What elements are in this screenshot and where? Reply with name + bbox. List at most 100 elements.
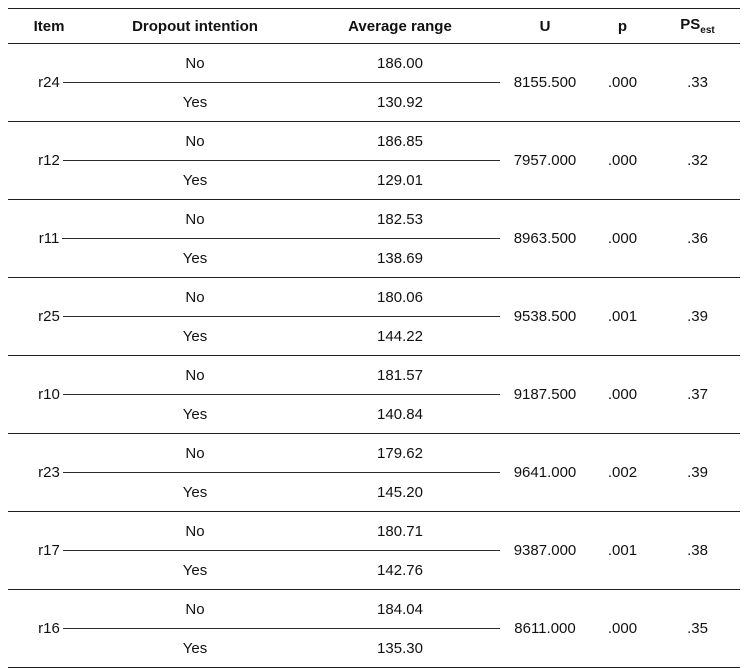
item-wrap: r16 [8, 590, 90, 667]
average-range-no-cell: 180.71 [300, 511, 500, 551]
header-item: Item [8, 8, 90, 44]
results-table: Item Dropout intention Average range U p… [8, 8, 740, 668]
ps-est-value-cell: .39 [655, 433, 740, 512]
u-value-cell: 8963.500 [500, 199, 590, 278]
dropout-yes-cell: Yes [90, 628, 300, 668]
average-range-no-cell: 182.53 [300, 199, 500, 239]
ps-subscript: est [700, 25, 715, 36]
ps-est-value-cell: .35 [655, 589, 740, 668]
average-range-yes-cell: 129.01 [300, 160, 500, 200]
item-label: r16 [38, 620, 60, 637]
item-label: r11 [38, 230, 60, 247]
dropout-no-cell: No [90, 199, 300, 239]
average-range-no-cell: 181.57 [300, 355, 500, 395]
item-cell: r10 [8, 355, 90, 434]
ps-est-value-cell: .38 [655, 511, 740, 590]
header-p: p [590, 8, 655, 44]
dropout-no-cell: No [90, 433, 300, 473]
item-divider-line [62, 160, 90, 161]
dropout-no-cell: No [90, 43, 300, 83]
item-cell: r11 [8, 199, 91, 278]
table-row-no: r11 No 182.53 8963.500 .000 .36 [8, 199, 740, 278]
table-row-yes: Yes 144.22 [8, 316, 740, 356]
table-row-no: r24 No 186.00 8155.500 .000 .33 [8, 43, 740, 122]
p-value-cell: .000 [590, 589, 655, 668]
item-divider-line [62, 472, 90, 473]
u-value-cell: 9641.000 [500, 433, 590, 512]
table-row-no: r16 No 184.04 8611.000 .000 .35 [8, 589, 740, 668]
dropout-no-cell: No [90, 355, 300, 395]
item-cell: r25 [8, 277, 90, 356]
table-row-yes: Yes 142.76 [8, 550, 740, 590]
table-row-yes: Yes 140.84 [8, 394, 740, 434]
item-label: r24 [38, 74, 60, 91]
dropout-yes-cell: Yes [90, 394, 300, 434]
average-range-no-cell: 186.00 [300, 43, 500, 83]
item-label: r10 [38, 386, 60, 403]
item-cell: r17 [8, 511, 90, 590]
table-row-yes: Yes 129.01 [8, 160, 740, 200]
u-value-cell: 9187.500 [500, 355, 590, 434]
dropout-yes-cell: Yes [90, 82, 300, 122]
average-range-yes-cell: 140.84 [300, 394, 500, 434]
item-wrap: r23 [8, 434, 90, 511]
average-range-yes-cell: 144.22 [300, 316, 500, 356]
dropout-yes-cell: Yes [90, 238, 300, 278]
item-divider-line [62, 238, 91, 239]
table-row-yes: Yes 130.92 [8, 82, 740, 122]
u-value-cell: 9387.000 [500, 511, 590, 590]
header-row: Item Dropout intention Average range U p… [8, 8, 740, 44]
dropout-yes-cell: Yes [90, 160, 300, 200]
table-row-no: r17 No 180.71 9387.000 .001 .38 [8, 511, 740, 590]
table-body: r24 No 186.00 8155.500 .000 .33 Yes 130.… [8, 43, 740, 668]
u-value-cell: 8611.000 [500, 589, 590, 668]
u-value-cell: 9538.500 [500, 277, 590, 356]
p-value-cell: .002 [590, 433, 655, 512]
dropout-yes-cell: Yes [90, 316, 300, 356]
item-label: r17 [38, 542, 60, 559]
table-row-yes: Yes 145.20 [8, 472, 740, 512]
table-row-no: r10 No 181.57 9187.500 .000 .37 [8, 355, 740, 434]
u-value-cell: 8155.500 [500, 43, 590, 122]
dropout-no-cell: No [90, 589, 300, 629]
header-u: U [500, 8, 590, 44]
header-ps-est: PSest [655, 8, 740, 44]
dropout-yes-cell: Yes [90, 550, 300, 590]
item-wrap: r11 [8, 200, 91, 277]
item-wrap: r17 [8, 512, 90, 589]
p-value-cell: .001 [590, 511, 655, 590]
item-divider-line [62, 316, 90, 317]
item-divider-line [62, 550, 90, 551]
table-row-no: r25 No 180.06 9538.500 .001 .39 [8, 277, 740, 356]
header-average-range: Average range [300, 8, 500, 44]
ps-label: PS [680, 16, 701, 33]
average-range-yes-cell: 130.92 [300, 82, 500, 122]
item-wrap: r10 [8, 356, 90, 433]
p-value-cell: .000 [590, 43, 655, 122]
average-range-no-cell: 179.62 [300, 433, 500, 473]
item-label: r25 [38, 308, 60, 325]
ps-est-value-cell: .39 [655, 277, 740, 356]
dropout-yes-cell: Yes [90, 472, 300, 512]
p-value-cell: .000 [590, 199, 655, 278]
item-label: r12 [38, 152, 60, 169]
average-range-yes-cell: 138.69 [300, 238, 500, 278]
average-range-no-cell: 180.06 [300, 277, 500, 317]
ps-est-value-cell: .32 [655, 121, 740, 200]
item-cell: r24 [8, 43, 90, 122]
table-row-yes: Yes 138.69 [8, 238, 740, 278]
dropout-no-cell: No [90, 511, 300, 551]
ps-est-value-cell: .36 [655, 199, 740, 278]
average-range-yes-cell: 135.30 [300, 628, 500, 668]
average-range-no-cell: 186.85 [300, 121, 500, 161]
p-value-cell: .000 [590, 121, 655, 200]
p-value-cell: .001 [590, 277, 655, 356]
u-value-cell: 7957.000 [500, 121, 590, 200]
dropout-no-cell: No [90, 277, 300, 317]
average-range-yes-cell: 142.76 [300, 550, 500, 590]
item-cell: r23 [8, 433, 90, 512]
table-row-no: r23 No 179.62 9641.000 .002 .39 [8, 433, 740, 512]
item-divider-line [62, 82, 90, 83]
item-cell: r12 [8, 121, 90, 200]
